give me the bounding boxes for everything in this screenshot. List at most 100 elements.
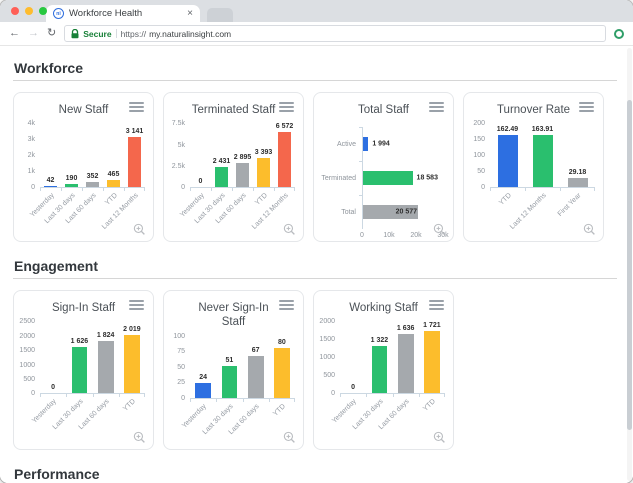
bar[interactable] xyxy=(247,356,264,398)
card-menu-icon[interactable] xyxy=(279,102,294,112)
chart-card-sign-in-staff: Sign-In Staff 2500 2000 1500 1000 500 0 0 1 626… xyxy=(13,290,154,450)
reload-icon[interactable]: ↻ xyxy=(47,27,57,39)
y-axis: 7.5k 5k 2.5k 0 xyxy=(168,120,188,191)
category-label: Terminated xyxy=(321,174,356,182)
back-icon[interactable]: ← xyxy=(9,27,20,39)
card-menu-icon[interactable] xyxy=(429,300,444,310)
bar[interactable] xyxy=(497,135,518,188)
zoom-in-icon[interactable] xyxy=(433,223,446,236)
bar[interactable] xyxy=(371,345,388,394)
address-separator xyxy=(115,29,117,38)
bar-row: Active 1 994 xyxy=(316,127,443,162)
extension-icon[interactable] xyxy=(614,28,624,39)
minimize-window-button[interactable] xyxy=(25,7,33,15)
forward-icon[interactable]: → xyxy=(28,27,39,39)
scrollbar-thumb[interactable] xyxy=(627,100,632,430)
bar-value-label: 2 895 xyxy=(233,153,252,161)
zoom-in-icon[interactable] xyxy=(433,431,446,444)
x-tick-label: YTD xyxy=(253,192,269,208)
bar[interactable] xyxy=(363,137,369,152)
lock-icon xyxy=(71,28,79,38)
bar[interactable] xyxy=(397,334,414,394)
x-axis-labels: Yesterday Last 30 days Last 60 days YTD xyxy=(181,399,295,437)
bar-chart: 2500 2000 1500 1000 500 0 0 1 626 1 824 2 019 Yest… xyxy=(18,318,145,432)
bar[interactable] xyxy=(65,184,78,188)
chart-card-terminated-staff: Terminated Staff 7.5k 5k 2.5k 0 0 2 431 2 895 3… xyxy=(163,92,304,242)
card-menu-icon[interactable] xyxy=(429,102,444,112)
bar-value-label: 20 577 xyxy=(395,208,418,216)
x-label-slot: Last 12 Months xyxy=(101,188,145,231)
category-label: Active xyxy=(336,140,356,148)
bar[interactable] xyxy=(71,346,88,394)
address-bar[interactable]: Secure https://my.naturalinsight.com xyxy=(64,25,606,42)
bar[interactable] xyxy=(128,137,141,188)
zoom-in-icon[interactable] xyxy=(283,223,296,236)
bar-value-label: 3 393 xyxy=(254,149,273,157)
bar[interactable] xyxy=(195,382,211,398)
bar[interactable] xyxy=(215,166,228,188)
x-tick-label: 0 xyxy=(360,232,364,240)
bar[interactable] xyxy=(86,181,99,188)
plot-area: 0 1 626 1 824 2 019 xyxy=(40,321,145,398)
scrollbar-track[interactable] xyxy=(627,48,632,481)
x-tick-label: Yesterday xyxy=(31,398,59,426)
zoom-in-icon[interactable] xyxy=(283,431,296,444)
bar[interactable] xyxy=(363,205,418,220)
bar[interactable] xyxy=(257,158,270,188)
tab-close-icon[interactable]: × xyxy=(187,7,193,19)
y-tick-label: 75 xyxy=(177,348,185,356)
zoom-window-button[interactable] xyxy=(39,7,47,15)
bar[interactable] xyxy=(424,331,440,394)
chart-card-never-sign-in-staff: Never Sign-In Staff 100 75 50 25 0 24 51 67 80 Ye… xyxy=(163,290,304,450)
close-window-button[interactable] xyxy=(11,7,19,15)
bar-area: 20 577 xyxy=(359,195,443,230)
bar[interactable] xyxy=(274,348,290,398)
bar-slot: 2 019 xyxy=(118,321,145,398)
bar[interactable] xyxy=(97,340,114,394)
bar[interactable] xyxy=(44,186,57,188)
bar-chart: 4k 3k 2k 1k 0 42 190 352 465 3 141 Yesterday Last 3… xyxy=(18,120,145,231)
bar-slot: 3 393 xyxy=(253,123,274,192)
zoom-in-icon[interactable] xyxy=(133,431,146,444)
x-tick-label: Yesterday xyxy=(331,398,359,426)
zoom-in-icon[interactable] xyxy=(583,223,596,236)
x-tick-label: YTD xyxy=(103,192,119,208)
y-tick-label: 4k xyxy=(27,120,35,128)
browser-tab[interactable]: ni Workforce Health × xyxy=(46,5,200,22)
bar-value-label: 3 141 xyxy=(125,128,144,136)
never-sign-in-staff-chart: 100 75 50 25 0 24 51 67 80 Yesterday Last 30 days L… xyxy=(164,333,303,437)
bar-row: Terminated 18 583 xyxy=(316,161,443,196)
bar[interactable] xyxy=(221,366,238,398)
y-tick-label: 1500 xyxy=(19,347,35,355)
bar[interactable] xyxy=(107,179,120,188)
card-menu-icon[interactable] xyxy=(279,300,294,310)
bar-value-label: 1 636 xyxy=(396,325,415,333)
bar[interactable] xyxy=(567,178,588,188)
bar-slot: 51 xyxy=(216,336,242,402)
bar-chart: 200 150 100 50 0 162.49 163.91 29.18 YTD Last 12 … xyxy=(468,120,595,231)
bar-chart: 2000 1500 1000 500 0 0 1 322 1 636 1 721 Yesterda… xyxy=(318,318,445,432)
bar-slot: 190 xyxy=(61,123,82,192)
bar-value-label: 42 xyxy=(46,177,55,185)
bar[interactable] xyxy=(363,171,413,186)
bar[interactable] xyxy=(124,335,140,394)
x-tick-label: First Year xyxy=(556,192,583,219)
y-axis: 4k 3k 2k 1k 0 xyxy=(18,120,38,191)
zoom-in-icon[interactable] xyxy=(133,223,146,236)
bar-slot: 1 322 xyxy=(366,321,392,398)
card-menu-icon[interactable] xyxy=(579,102,594,112)
x-label-slot: Last 60 days xyxy=(228,399,269,437)
chart-title: New Staff xyxy=(58,104,109,116)
working-staff-chart: 2000 1500 1000 500 0 0 1 322 1 636 1 721 Yesterda… xyxy=(314,318,453,432)
card-menu-icon[interactable] xyxy=(129,300,144,310)
bar-value-label: 1 721 xyxy=(423,322,441,330)
bar-value-label: 1 824 xyxy=(96,331,115,339)
y-tick-label: 0 xyxy=(481,184,485,192)
bar[interactable] xyxy=(236,162,249,188)
card-menu-icon[interactable] xyxy=(129,102,144,112)
y-tick-label: 2k xyxy=(27,152,35,160)
bar[interactable] xyxy=(278,132,291,188)
plot-area: 0 2 431 2 895 3 393 6 572 xyxy=(190,123,295,192)
new-tab-stub[interactable] xyxy=(207,8,233,22)
bar[interactable] xyxy=(532,134,553,188)
